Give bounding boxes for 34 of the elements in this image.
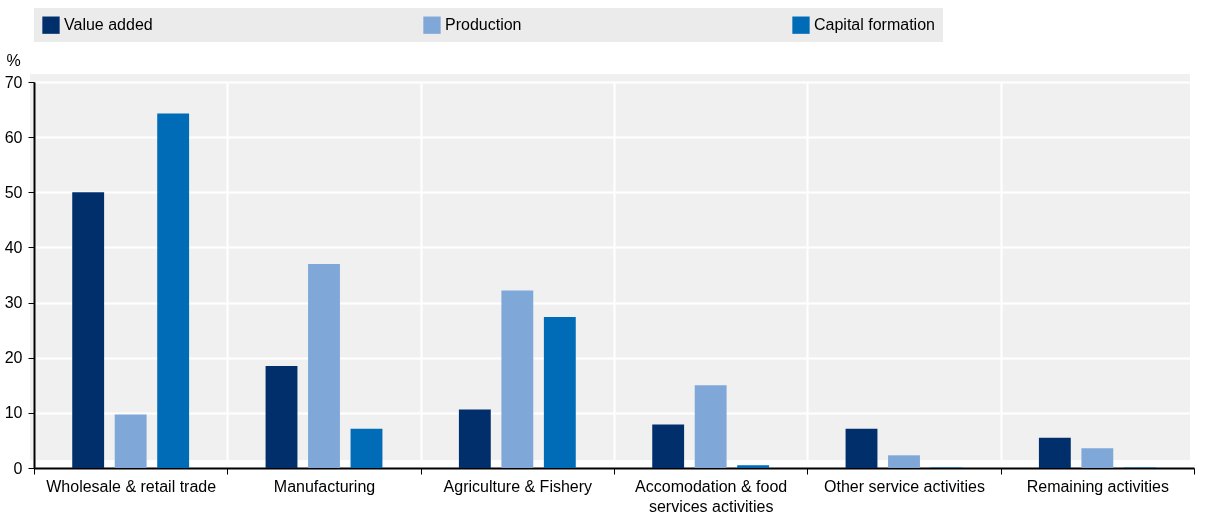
x-tick-label: Accomodation & food services activities: [635, 477, 788, 515]
x-tick-label: Manufacturing: [273, 477, 376, 495]
bar: [652, 424, 685, 468]
bar: [543, 316, 576, 468]
y-tick-label: 0: [13, 459, 23, 477]
bar: [694, 385, 727, 468]
y-axis-title: %: [6, 51, 21, 69]
bar: [458, 409, 491, 468]
bar: [845, 428, 878, 468]
bar: [888, 455, 920, 468]
bar: [350, 428, 383, 468]
bar: [72, 192, 105, 468]
bar: [157, 113, 190, 468]
bar: [265, 365, 298, 468]
legend-label: Value added: [64, 16, 153, 34]
y-tick-label: 70: [4, 73, 23, 91]
y-tick-label: 10: [4, 404, 23, 422]
x-tick-label: Agriculture & Fishery: [443, 477, 593, 495]
bar: [501, 290, 534, 468]
bar: [308, 263, 340, 468]
y-tick-label: 60: [4, 128, 23, 146]
x-tick-label: Wholesale & retail trade: [46, 477, 217, 495]
y-tick-label: 30: [4, 294, 23, 312]
y-tick-label: 40: [4, 238, 23, 256]
bar: [1038, 437, 1071, 468]
bar: [114, 414, 147, 468]
y-tick-label: 20: [4, 349, 23, 367]
y-tick-label: 50: [4, 183, 23, 201]
bar: [1081, 448, 1114, 468]
x-tick-label: Remaining activities: [1026, 477, 1169, 495]
legend-label: Capital formation: [814, 16, 935, 34]
legend-label: Production: [445, 16, 522, 34]
bar: [737, 465, 770, 468]
x-tick-label: Other service activities: [824, 477, 985, 495]
